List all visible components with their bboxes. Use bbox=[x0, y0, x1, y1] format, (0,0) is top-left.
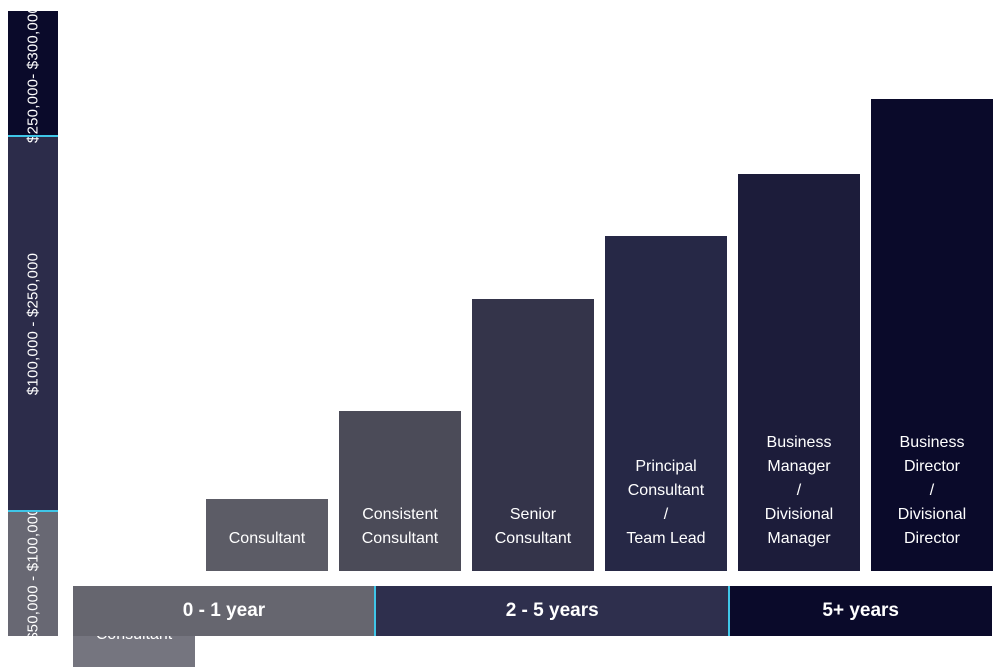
bar: Principal Consultant / Team Lead bbox=[605, 236, 727, 571]
bar: Senior Consultant bbox=[472, 298, 594, 571]
experience-period: 5+ years bbox=[729, 586, 992, 636]
bar: Consistent Consultant bbox=[339, 411, 461, 571]
bar-label: Consultant bbox=[228, 530, 306, 547]
bar-label: Business Director / Divisional Director bbox=[897, 434, 967, 547]
salary-band-separator bbox=[8, 135, 58, 137]
experience-period: 2 - 5 years bbox=[374, 586, 730, 636]
bar-label: Senior Consultant bbox=[494, 506, 572, 547]
bar: Business Manager / Divisional Manager bbox=[738, 173, 860, 571]
bar-label: Principal Consultant / Team Lead bbox=[626, 458, 706, 547]
experience-period-label: 5+ years bbox=[822, 600, 899, 621]
salary-band: $250,000- $300,000 bbox=[8, 5, 58, 142]
salary-band: $100,000 - $250,000 bbox=[8, 136, 58, 511]
bar: Business Director / Divisional Director bbox=[871, 98, 993, 571]
salary-band-label: $250,000- $300,000 bbox=[24, 4, 42, 143]
experience-period-label: 0 - 1 year bbox=[182, 600, 266, 621]
bar-label: Business Manager / Divisional Manager bbox=[764, 434, 834, 547]
experience-period-separator bbox=[373, 586, 376, 636]
salary-band-separator bbox=[8, 510, 58, 512]
experience-period-separator bbox=[728, 586, 731, 636]
salary-band: $50,000 - $100,000 bbox=[8, 507, 58, 640]
experience-period: 0 - 1 year bbox=[73, 586, 375, 636]
bar: Consultant bbox=[206, 498, 328, 571]
salary-band-label: $50,000 - $100,000 bbox=[24, 506, 42, 641]
bar-label: Consistent Consultant bbox=[361, 506, 439, 547]
career-salary-chart: $50,000 - $100,000 $100,000 - $250,000 $25… bbox=[8, 5, 993, 667]
experience-period-label: 2 - 5 years bbox=[505, 600, 599, 621]
salary-band-label: $100,000 - $250,000 bbox=[24, 252, 42, 395]
